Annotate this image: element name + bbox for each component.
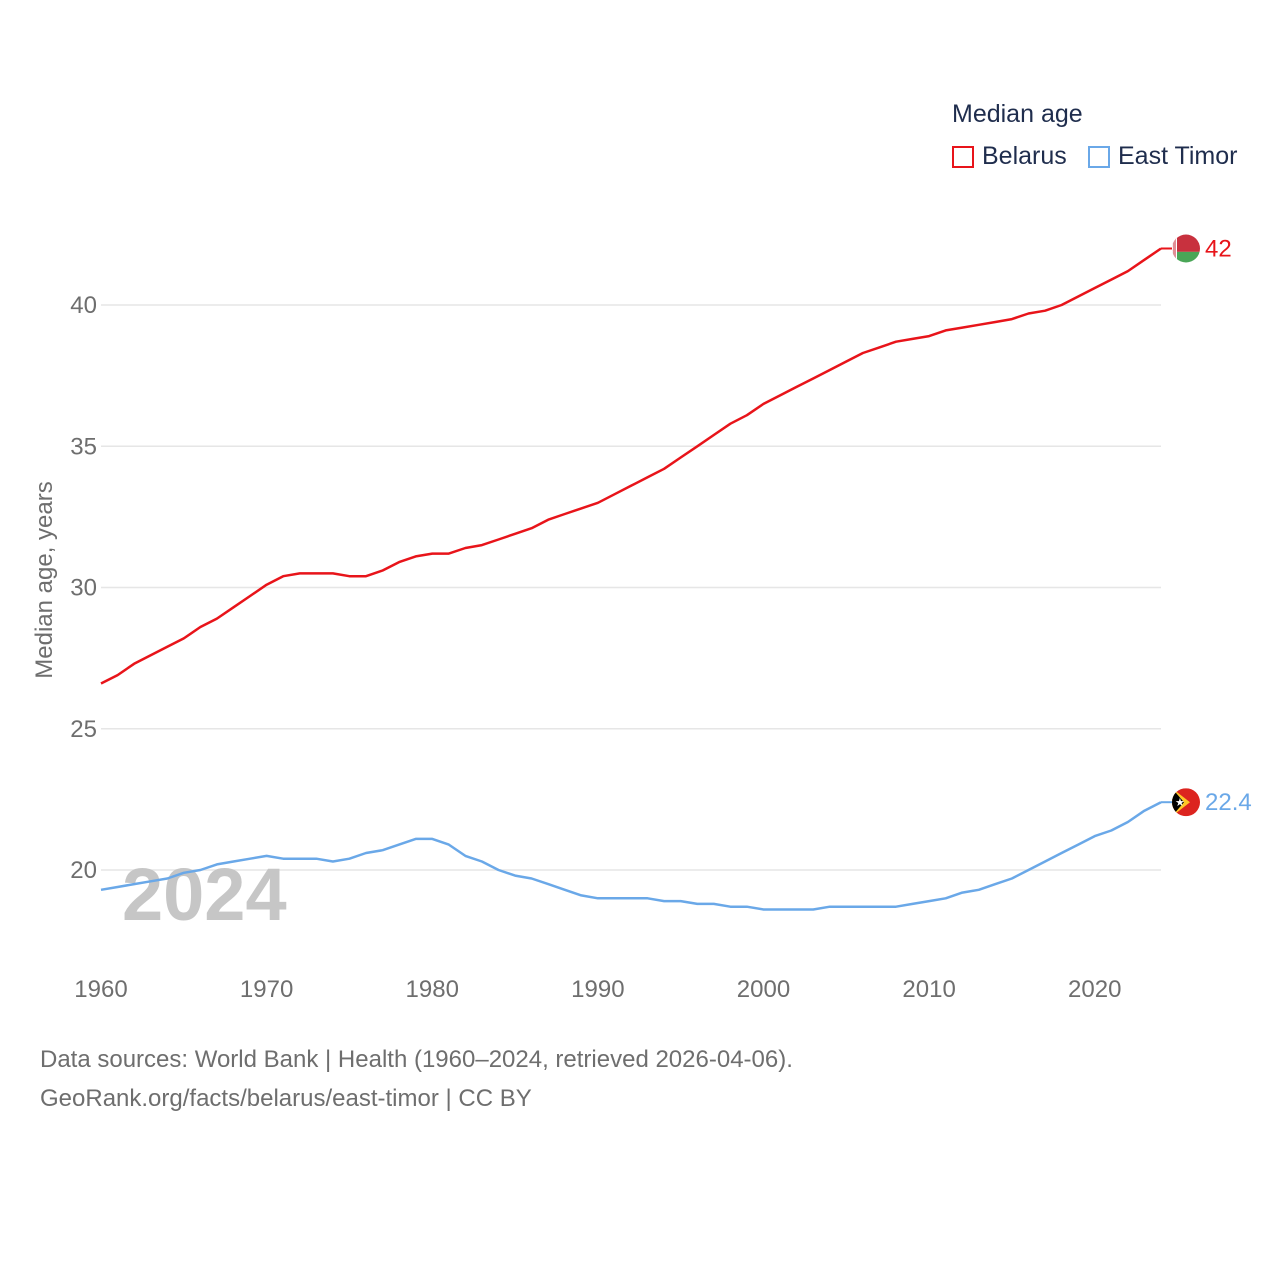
x-tick-label: 1980 bbox=[406, 976, 459, 1003]
series-line-belarus bbox=[100, 247, 1162, 685]
y-tick-label: 35 bbox=[70, 433, 97, 460]
legend-item-east-timor[interactable]: East Timor bbox=[1088, 142, 1237, 171]
y-tick-labels: 20 25 30 35 40 bbox=[70, 292, 97, 884]
y-axis-label: Median age, years bbox=[31, 481, 58, 678]
x-tick-label: 2020 bbox=[1068, 976, 1121, 1003]
legend-label-belarus: Belarus bbox=[982, 142, 1067, 170]
x-tick-labels: 1960 1970 1980 1990 2000 2010 2020 bbox=[74, 976, 1121, 1003]
y-tick-label: 40 bbox=[70, 292, 97, 319]
x-tick-label: 2000 bbox=[737, 976, 790, 1003]
flag-icon-east-timor: ★ bbox=[1172, 788, 1200, 817]
series-group bbox=[100, 247, 1162, 911]
x-tick-label: 1990 bbox=[571, 976, 624, 1003]
end-label-east-timor: 22.4 bbox=[1205, 789, 1252, 816]
y-tick-label: 30 bbox=[70, 575, 97, 602]
x-tick-label: 2010 bbox=[902, 976, 955, 1003]
x-tick-label: 1960 bbox=[74, 976, 127, 1003]
y-gridlines bbox=[101, 304, 1161, 871]
series-line-east-timor bbox=[100, 801, 1162, 911]
y-tick-label: 25 bbox=[70, 716, 97, 743]
x-tick-label: 1970 bbox=[240, 976, 293, 1003]
footer-attribution: GeoRank.org/facts/belarus/east-timor | C… bbox=[40, 1085, 532, 1112]
flag-icon-belarus bbox=[1172, 234, 1200, 263]
svg-text:★: ★ bbox=[1175, 796, 1185, 809]
legend-title: Median age bbox=[952, 100, 1083, 128]
year-watermark: 2024 bbox=[122, 853, 287, 936]
legend-swatch-belarus bbox=[952, 145, 974, 168]
legend-item-belarus[interactable]: Belarus bbox=[952, 142, 1067, 171]
legend-swatch-east-timor bbox=[1088, 145, 1110, 168]
end-label-belarus: 42 bbox=[1205, 236, 1232, 263]
end-markers: 42 ★ 22.4 bbox=[1161, 234, 1252, 817]
footer-sources: Data sources: World Bank | Health (1960–… bbox=[40, 1046, 793, 1073]
y-tick-label: 20 bbox=[70, 857, 97, 884]
legend-label-east-timor: East Timor bbox=[1118, 142, 1238, 170]
